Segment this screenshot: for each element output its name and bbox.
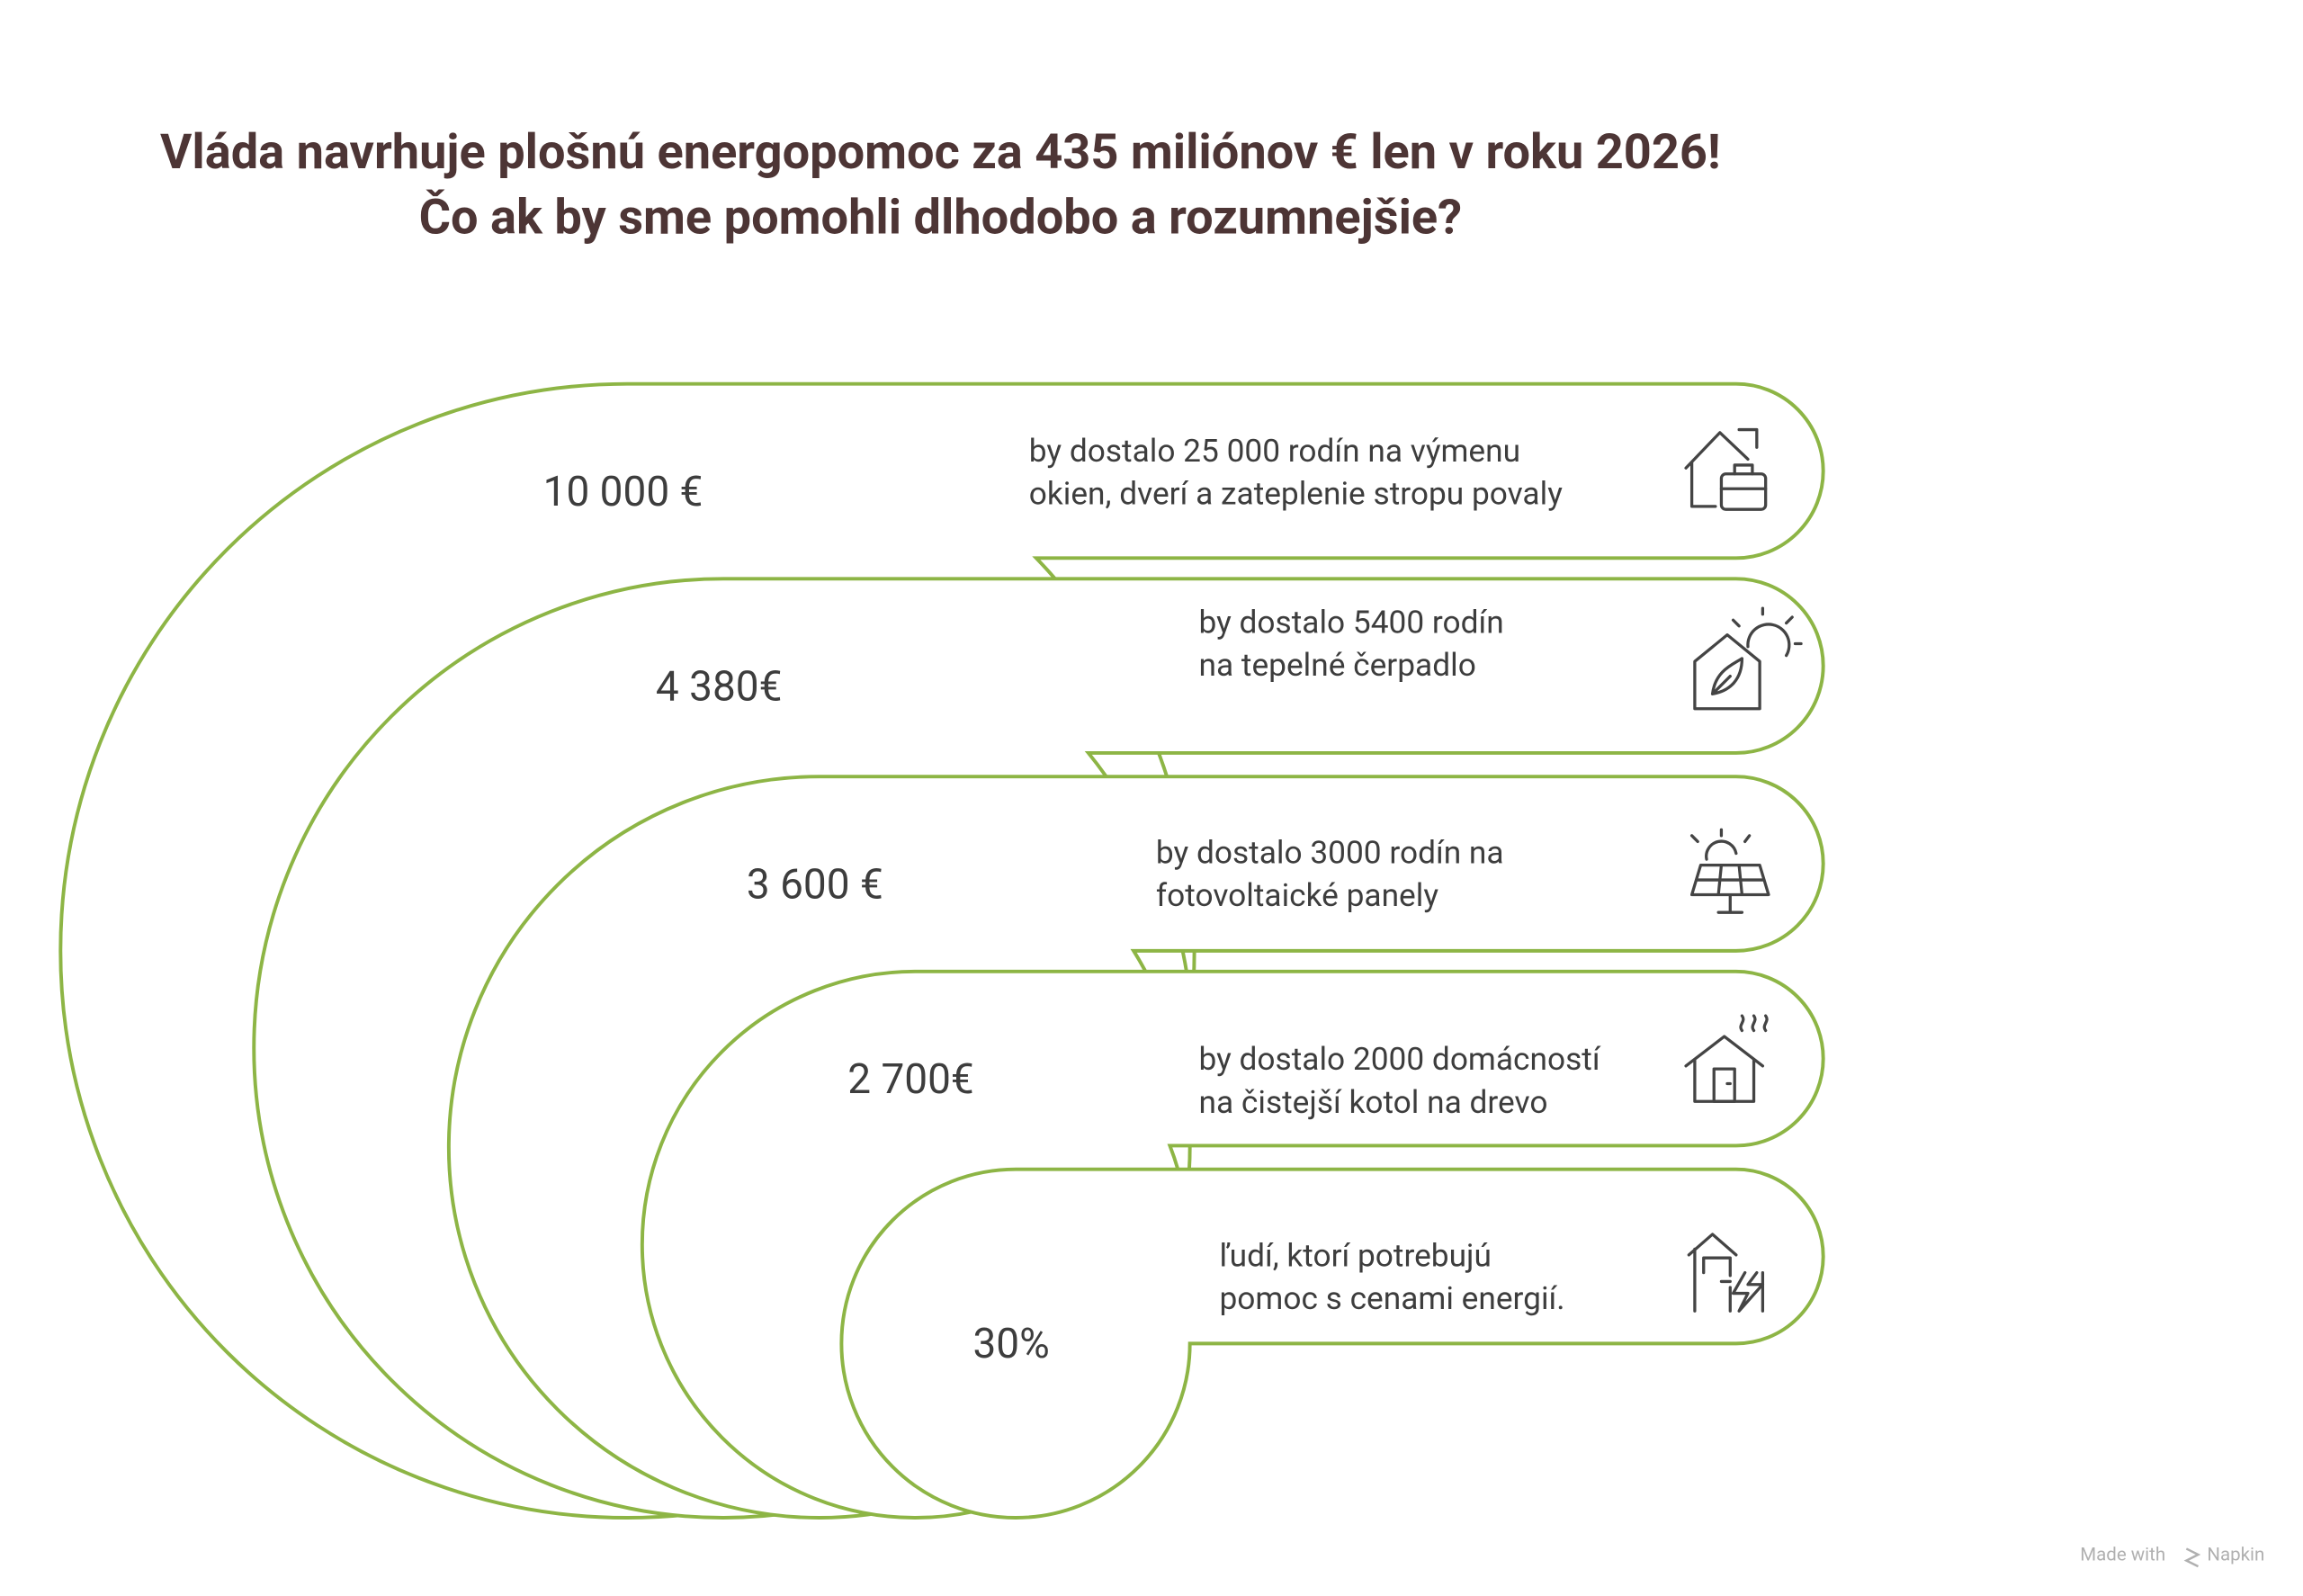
icon-house-bolt (1687, 1233, 1765, 1313)
item-shape (839, 1167, 1825, 1520)
item-description: na tepelné čerpadlo (1199, 646, 1476, 684)
title-line: Vláda navrhuje plošnú energopomoc za 435… (160, 124, 1721, 181)
item: 30% ľudí, ktorí potrebujú pomoc s cenami e… (839, 1167, 1825, 1520)
item-description: na čistejší kotol na drevo (1199, 1083, 1548, 1121)
icons (1684, 427, 1803, 1313)
item-value: 3 600 € (747, 860, 883, 909)
item-description: by dostalo 3000 rodín na (1156, 833, 1504, 871)
icon-house-briefcase (1684, 427, 1768, 511)
footer-logo (2183, 1547, 2201, 1568)
icon-house-stove (1684, 1014, 1769, 1103)
item-description: fotovoltaické panely (1156, 876, 1438, 914)
item-value: 10 000 € (543, 468, 703, 516)
title-line: Čo ak by sme pomohli dlhodobo a rozumnej… (419, 189, 1463, 246)
item-description: okien, dverí a zateplenie stropu povaly (1029, 475, 1563, 513)
footer-brand: Napkin (2207, 1545, 2264, 1566)
item-value: 2 700€ (847, 1055, 973, 1104)
item-value: 30% (972, 1320, 1049, 1368)
item-description: ľudí, ktorí potrebujú (1219, 1236, 1491, 1274)
shapes: 10 000 € by dostalo 25 000 rodín na výmen… (58, 381, 1825, 1520)
item-description: by dostalo 5400 rodín (1199, 603, 1504, 641)
footer-made-with: Made with (2080, 1545, 2165, 1566)
icon-house-leaf (1693, 606, 1803, 711)
item-description: by dostalo 2000 domácností (1199, 1040, 1601, 1078)
item-description: by dostalo 25 000 rodín na výmenu (1029, 432, 1520, 470)
item-description: pomoc s cenami energií. (1219, 1279, 1564, 1317)
icon-solar-panel (1689, 828, 1770, 914)
item-value: 4 380€ (656, 663, 782, 712)
